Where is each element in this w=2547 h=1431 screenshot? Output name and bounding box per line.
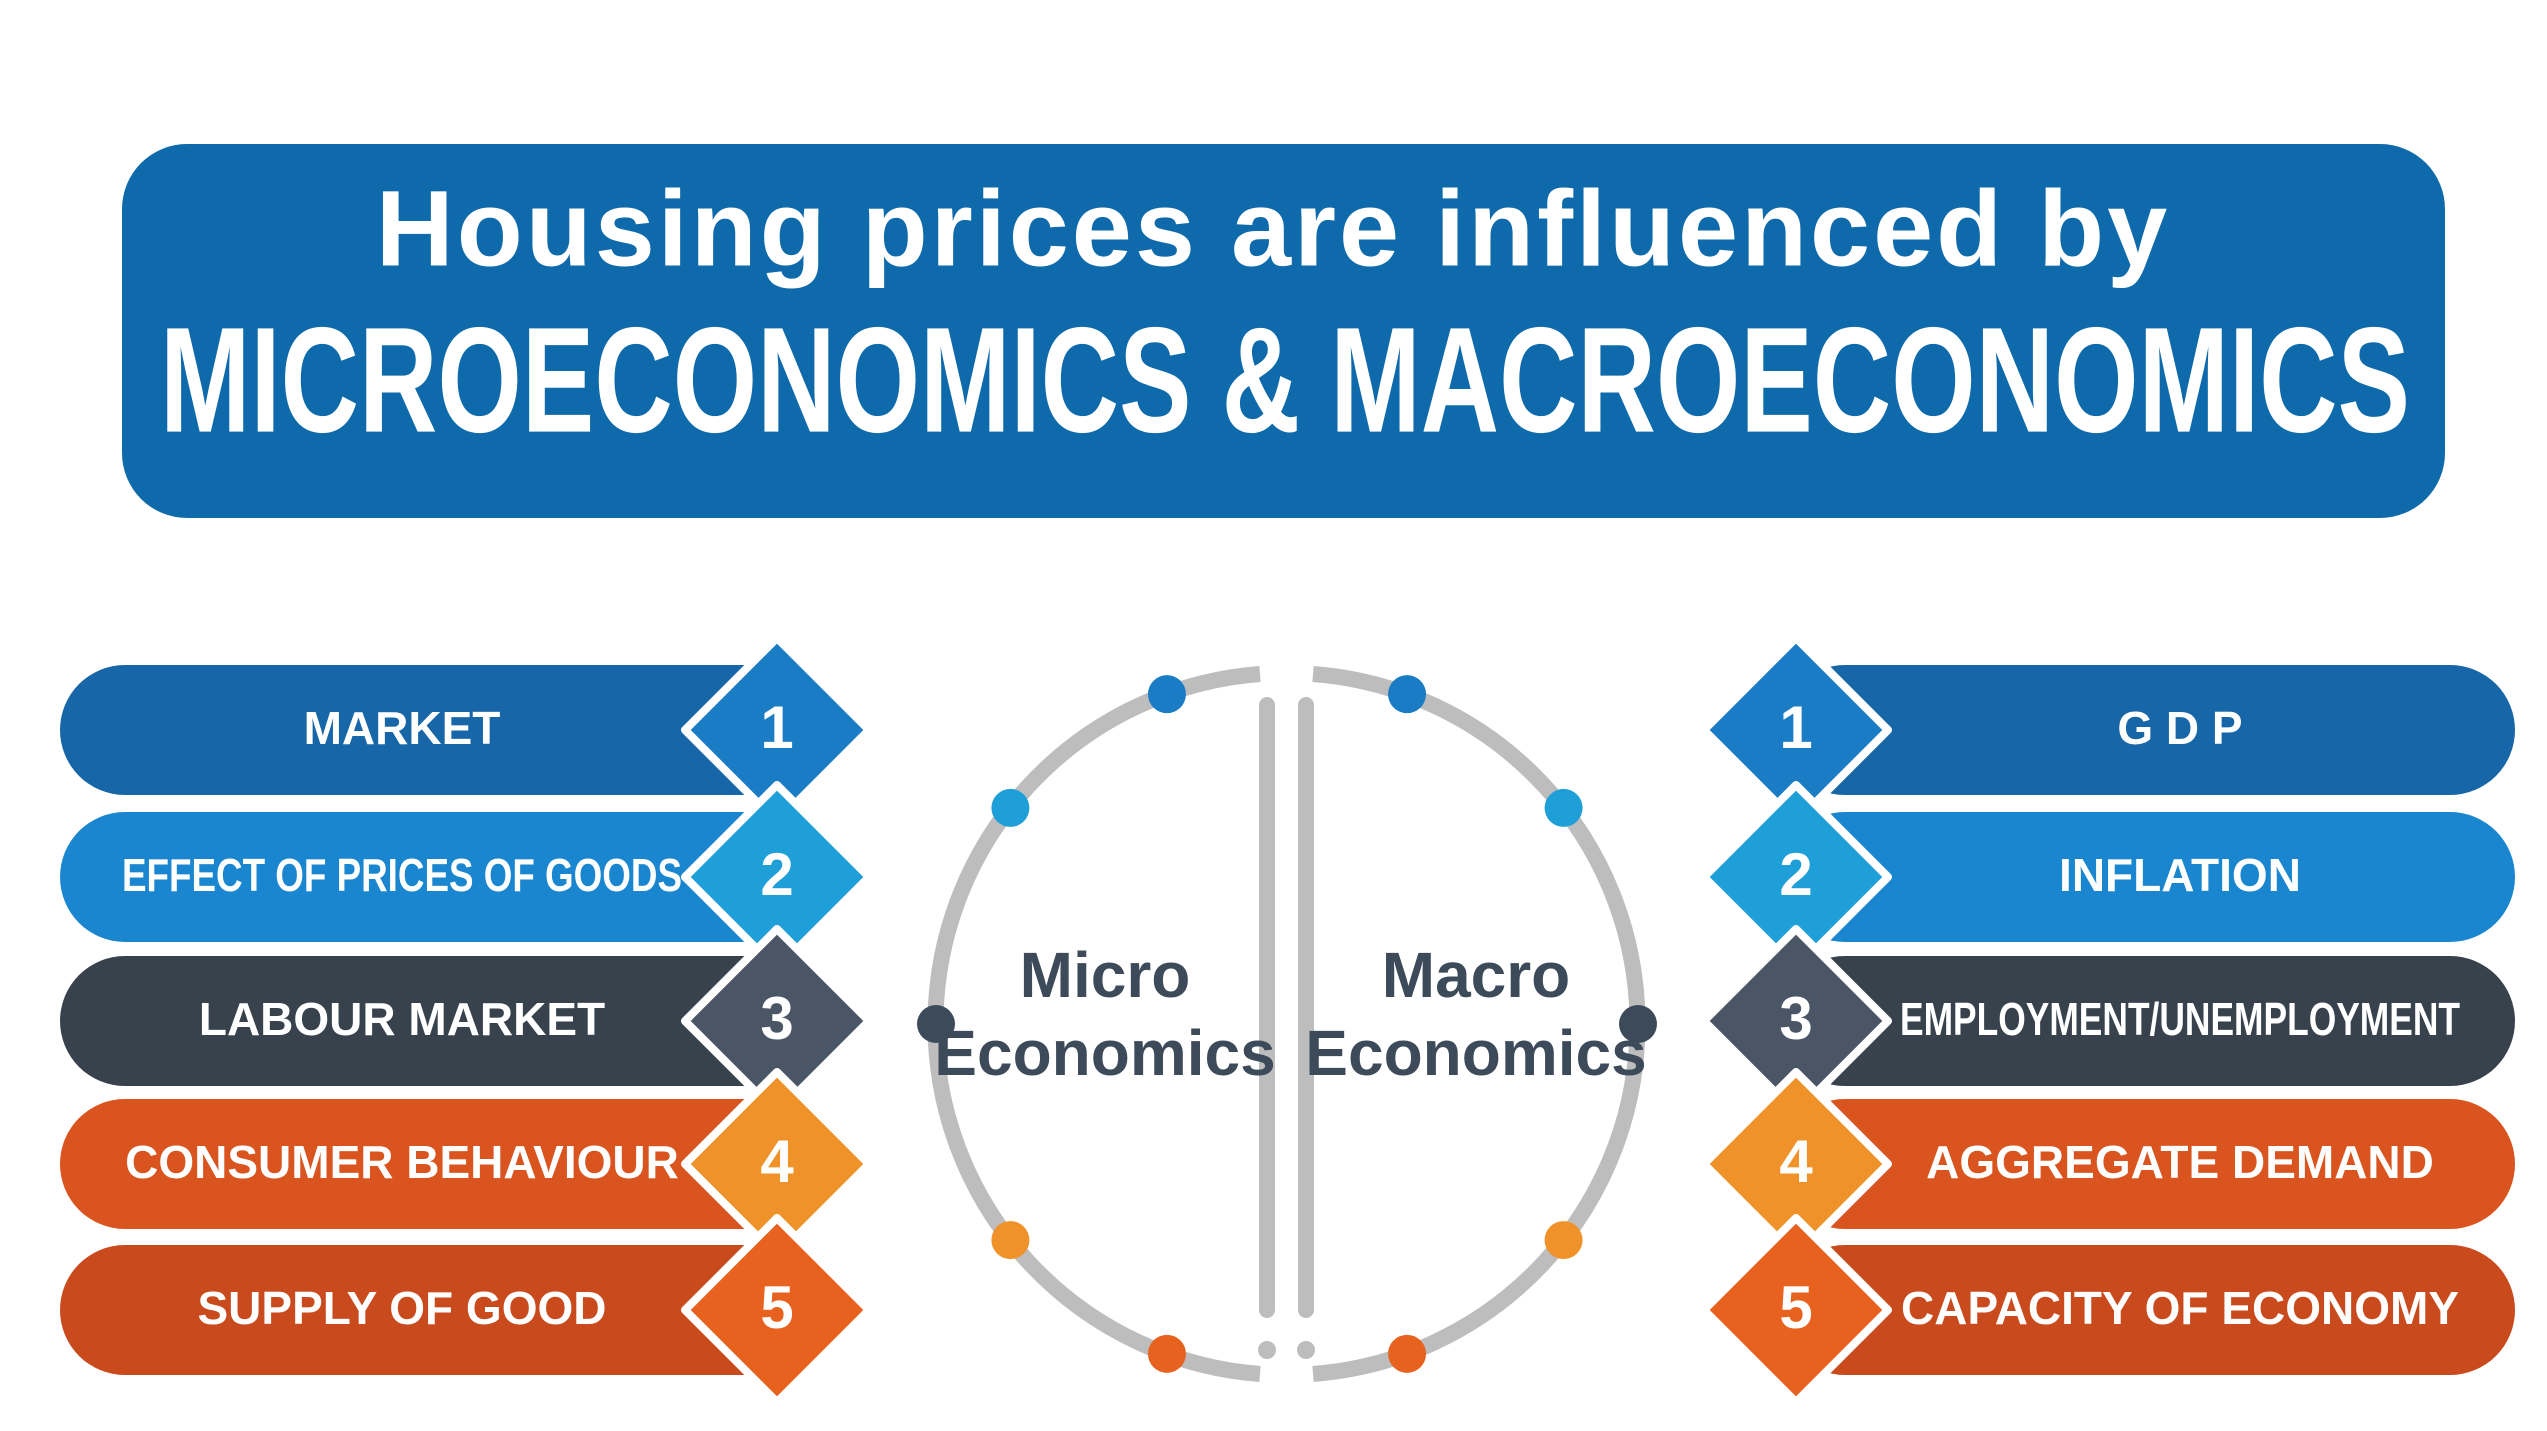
circle-dot <box>1388 675 1427 714</box>
item-label: G D P <box>2117 702 2242 754</box>
circle-dot <box>1544 1221 1583 1260</box>
macro-title: Macro <box>1382 939 1571 1011</box>
header-box <box>122 144 2445 518</box>
item-bar <box>1780 1245 2515 1375</box>
item-label: CAPACITY OF ECONOMY <box>1901 1282 2459 1334</box>
item-number: 1 <box>1779 694 1812 761</box>
item-label: EMPLOYMENT/UNEMPLOYMENT <box>1900 993 2460 1045</box>
item-bar <box>1780 812 2515 942</box>
circle-dot <box>1544 788 1583 827</box>
item-diamond <box>681 1214 873 1406</box>
item-number: 2 <box>1779 841 1812 908</box>
item-bar <box>60 665 820 795</box>
micro-title: Micro <box>1020 939 1191 1011</box>
circle-dot <box>991 788 1030 827</box>
circle-dot <box>1147 675 1186 714</box>
item-number: 1 <box>760 694 793 761</box>
macro-title: Economics <box>1305 1017 1646 1089</box>
item-bar <box>1780 1099 2515 1229</box>
header-line1: Housing prices are influenced by <box>376 168 2170 289</box>
item-number: 4 <box>1779 1128 1813 1195</box>
item-label: CONSUMER BEHAVIOUR <box>125 1136 679 1188</box>
item-label: AGGREGATE DEMAND <box>1926 1136 2434 1188</box>
item-label: MARKET <box>304 702 501 754</box>
item-label: INFLATION <box>2059 849 2301 901</box>
item-number: 4 <box>760 1128 794 1195</box>
item-bar <box>60 1245 820 1375</box>
item-bar <box>1780 956 2515 1086</box>
item-bar <box>60 812 820 942</box>
item-number: 5 <box>760 1274 793 1341</box>
item-number: 3 <box>760 985 793 1052</box>
divider-dot <box>1297 1341 1315 1359</box>
item-bar <box>60 1099 820 1229</box>
circle-dot <box>917 1005 955 1043</box>
item-number: 5 <box>1779 1274 1812 1341</box>
item-bar <box>1780 665 2515 795</box>
circle-dot <box>991 1221 1030 1260</box>
item-number: 2 <box>760 841 793 908</box>
item-bar <box>60 956 820 1086</box>
item-label: EFFECT OF PRICES OF GOODS <box>122 849 682 901</box>
item-number: 3 <box>1779 985 1812 1052</box>
item-label: LABOUR MARKET <box>199 993 605 1045</box>
header-line2: MICROECONOMICS & MACROECONOMICS <box>160 296 2410 464</box>
circle-dot <box>1147 1334 1186 1373</box>
micro-title: Economics <box>934 1017 1275 1089</box>
circle-dot <box>1388 1334 1427 1373</box>
item-label: SUPPLY OF GOOD <box>198 1282 607 1334</box>
item-diamond <box>1700 1214 1892 1406</box>
divider-dot <box>1258 1341 1276 1359</box>
circle-dot <box>1619 1005 1657 1043</box>
